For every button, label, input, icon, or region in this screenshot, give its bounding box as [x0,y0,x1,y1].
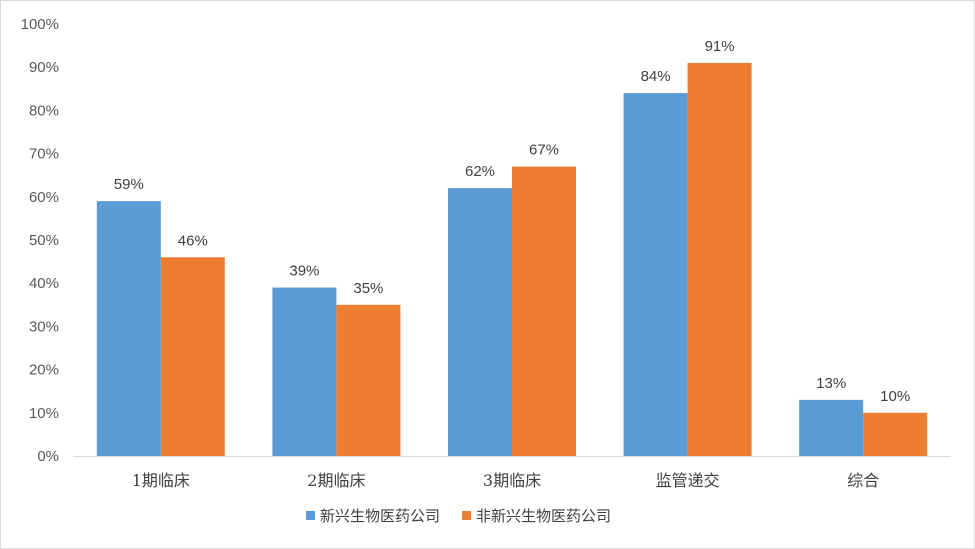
data-label: 39% [289,263,319,280]
y-tick-label: 0% [37,448,59,465]
y-tick-label: 70% [29,146,59,163]
bar-non-emerging-biopharma [512,166,576,456]
y-tick-label: 50% [29,232,59,249]
y-tick-label: 80% [29,102,59,119]
y-tick-label: 10% [29,405,59,422]
bar-emerging-biopharma [623,93,688,457]
legend-swatch [306,511,315,520]
x-axis: 1期临床 2期临床 3期临床 监管递交 综合 [132,471,880,490]
legend-label: 非新兴生物医药公司 [476,507,611,525]
bars [96,62,928,457]
data-label: 13% [816,375,846,392]
bar-non-emerging-biopharma [336,304,401,456]
y-tick-label: 100% [21,16,59,33]
y-tick-label: 90% [29,59,59,76]
x-tick-label: 1期临床 [132,471,190,490]
legend-label: 新兴生物医药公司 [320,507,440,525]
bar-emerging-biopharma [448,188,512,456]
y-tick-label: 60% [29,189,59,206]
data-label: 10% [880,388,910,405]
data-label: 91% [705,38,735,55]
bar-non-emerging-biopharma [160,257,225,456]
y-tick-label: 20% [29,362,59,379]
data-label: 46% [178,232,208,249]
legend-swatch [462,511,472,520]
data-label: 59% [114,176,144,193]
y-tick-label: 30% [29,318,59,335]
bar-emerging-biopharma [272,287,337,456]
data-label: 67% [529,142,559,159]
bar-non-emerging-biopharma [687,62,752,456]
x-tick-label: 监管递交 [656,471,720,490]
bar-emerging-biopharma [799,399,864,456]
y-axis: 0% 10% 20% 30% 40% 50% 60% 70% 80% 90% 100% [21,16,59,465]
bar-emerging-biopharma [96,201,161,456]
y-tick-label: 40% [29,275,59,292]
x-tick-label: 2期临床 [307,471,365,490]
x-tick-label: 3期临床 [483,471,541,490]
x-tick-label: 综合 [847,471,879,490]
data-labels: 59% 46% 39% 35% 62% 67% 84% 91% 13% 10% [114,38,910,405]
data-label: 84% [641,68,671,85]
legend: 新兴生物医药公司 非新兴生物医药公司 [306,507,611,525]
data-label: 62% [465,163,495,180]
data-label: 35% [353,280,383,297]
bar-non-emerging-biopharma [863,412,928,456]
